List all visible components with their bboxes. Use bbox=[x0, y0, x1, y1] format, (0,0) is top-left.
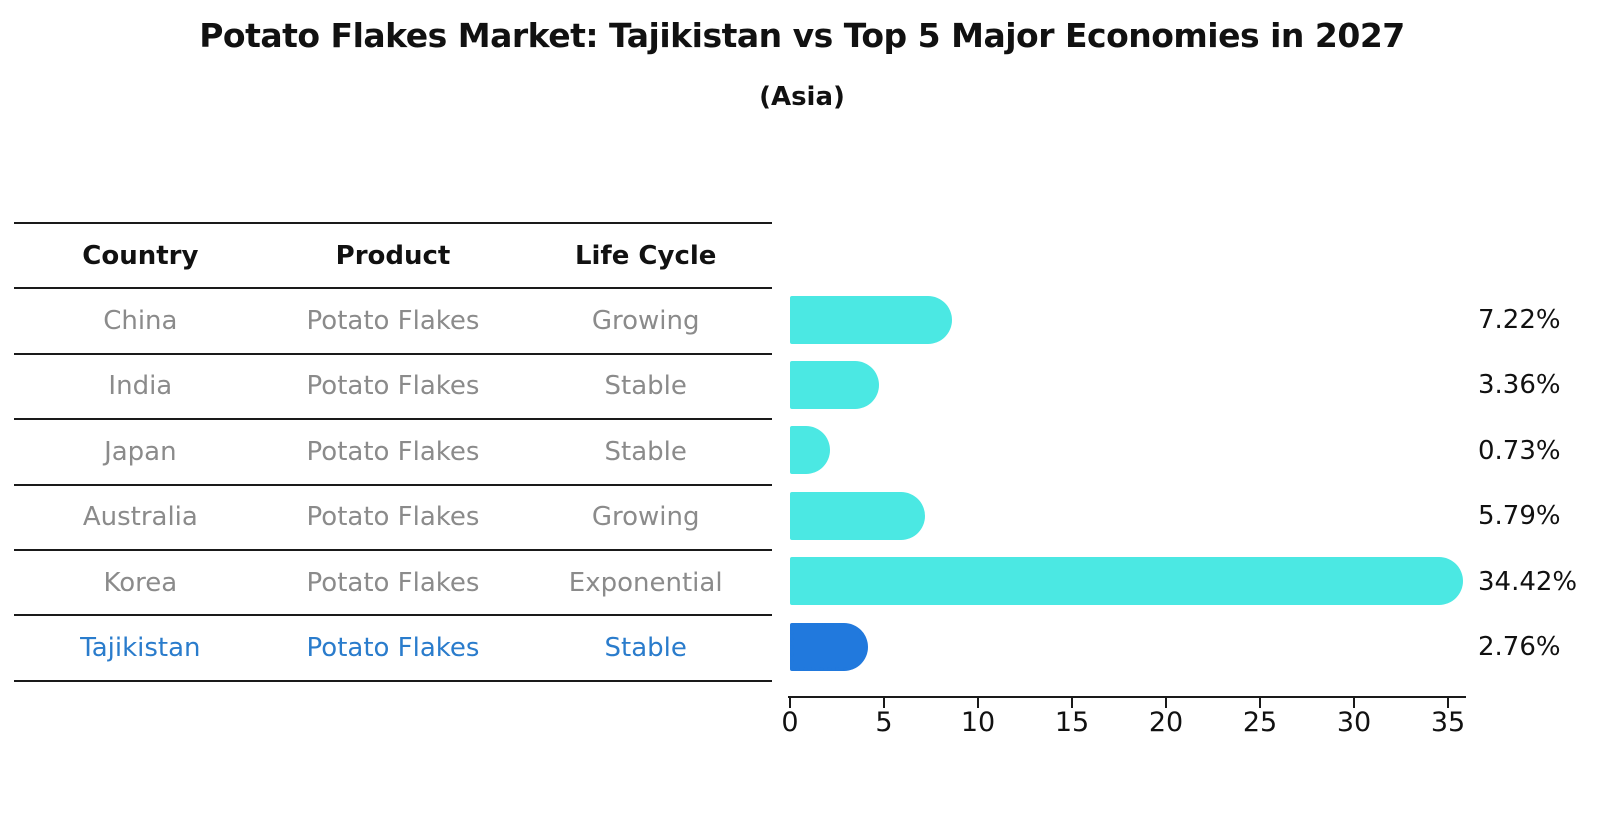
header-life-cycle: Life Cycle bbox=[574, 240, 717, 271]
table-header-row: Country Product Life Cycle bbox=[14, 222, 772, 287]
chart-title: Potato Flakes Market: Tajikistan vs Top … bbox=[199, 16, 1405, 55]
value-label-japan: 0.73% bbox=[1478, 436, 1561, 466]
bar-plot-area bbox=[790, 287, 1490, 679]
x-tick-35 bbox=[1447, 698, 1449, 708]
bar-china bbox=[790, 295, 952, 344]
value-label-china: 7.22% bbox=[1478, 305, 1561, 335]
cell-country: Australia bbox=[82, 502, 198, 533]
header-product: Product bbox=[335, 240, 451, 271]
bar-india bbox=[790, 361, 880, 410]
value-label-tajikistan: 2.76% bbox=[1478, 632, 1561, 662]
bar-australia bbox=[790, 491, 925, 540]
value-label-australia: 5.79% bbox=[1478, 501, 1561, 531]
cell-life-cycle: Stable bbox=[604, 633, 687, 664]
x-tick-0 bbox=[789, 698, 791, 708]
table-row: Japan Potato Flakes Stable bbox=[14, 418, 772, 483]
table-row: India Potato Flakes Stable bbox=[14, 352, 772, 418]
cell-country: India bbox=[108, 371, 173, 402]
x-tick-label-0: 0 bbox=[781, 707, 799, 738]
cell-product: Potato Flakes bbox=[306, 436, 480, 467]
cell-country: China bbox=[103, 306, 178, 337]
cell-country: Tajikistan bbox=[80, 633, 201, 664]
country-table: Country Product Life Cycle China Potato … bbox=[14, 222, 772, 682]
x-tick-label-35: 35 bbox=[1430, 707, 1466, 738]
x-tick-label-15: 15 bbox=[1054, 707, 1090, 738]
cell-product: Potato Flakes bbox=[306, 306, 480, 337]
chart-subtitle: (Asia) bbox=[759, 82, 845, 112]
x-tick-label-25: 25 bbox=[1242, 707, 1278, 738]
cell-life-cycle: Stable bbox=[604, 436, 687, 467]
table-row: Australia Potato Flakes Growing bbox=[14, 483, 772, 549]
x-tick-25 bbox=[1259, 698, 1261, 708]
cell-product: Potato Flakes bbox=[306, 567, 480, 598]
cell-country: Japan bbox=[104, 436, 177, 467]
x-tick-label-30: 30 bbox=[1336, 707, 1372, 738]
x-tick-label-10: 10 bbox=[960, 707, 996, 738]
value-label-india: 3.36% bbox=[1478, 370, 1561, 400]
x-tick-label-5: 5 bbox=[875, 707, 893, 738]
cell-product: Potato Flakes bbox=[306, 371, 480, 402]
cell-life-cycle: Growing bbox=[591, 502, 700, 533]
table-row: Korea Potato Flakes Exponential bbox=[14, 548, 772, 614]
x-axis-line bbox=[788, 696, 1466, 698]
cell-life-cycle: Exponential bbox=[568, 567, 723, 598]
cell-country: Korea bbox=[103, 567, 178, 598]
value-label-korea: 34.42% bbox=[1478, 567, 1578, 597]
header-country: Country bbox=[82, 240, 199, 271]
x-tick-20 bbox=[1165, 698, 1167, 708]
table-row: China Potato Flakes Growing bbox=[14, 287, 772, 352]
cell-life-cycle: Stable bbox=[604, 371, 687, 402]
x-tick-label-20: 20 bbox=[1148, 707, 1184, 738]
x-tick-10 bbox=[977, 698, 979, 708]
x-tick-15 bbox=[1071, 698, 1073, 708]
x-tick-5 bbox=[883, 698, 885, 708]
cell-product: Potato Flakes bbox=[306, 633, 480, 664]
cell-life-cycle: Growing bbox=[591, 306, 700, 337]
bar-korea bbox=[790, 557, 1464, 606]
table-row-tajikistan: Tajikistan Potato Flakes Stable bbox=[14, 614, 772, 679]
x-tick-30 bbox=[1353, 698, 1355, 708]
bar-japan bbox=[790, 426, 830, 475]
bar-tajikistan bbox=[790, 622, 868, 671]
cell-product: Potato Flakes bbox=[306, 502, 480, 533]
